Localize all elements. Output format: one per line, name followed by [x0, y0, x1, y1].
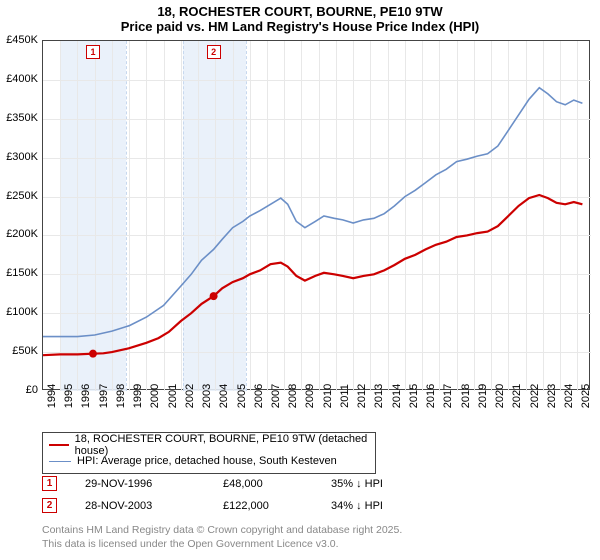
x-axis-tick: 2025 [580, 384, 592, 408]
legend: 18, ROCHESTER COURT, BOURNE, PE10 9TW (d… [42, 432, 376, 474]
x-axis-tick: 2008 [287, 384, 299, 408]
x-axis-tick: 2013 [373, 384, 385, 408]
x-axis-tick: 2022 [529, 384, 541, 408]
y-axis-tick: £350K [0, 112, 38, 124]
marker-dot [210, 292, 218, 300]
chart-svg [43, 41, 591, 391]
x-axis-tick: 2000 [149, 384, 161, 408]
sale-price: £122,000 [223, 500, 303, 512]
y-axis-tick: £300K [0, 151, 38, 163]
x-axis-tick: 2006 [253, 384, 265, 408]
chart-title-line1: 18, ROCHESTER COURT, BOURNE, PE10 9TW [0, 4, 600, 19]
series-hpi [43, 88, 582, 337]
y-axis-tick: £400K [0, 73, 38, 85]
series-price_paid [43, 195, 582, 355]
y-axis-tick: £250K [0, 190, 38, 202]
x-axis-tick: 2018 [460, 384, 472, 408]
y-axis-tick: £150K [0, 267, 38, 279]
x-axis-tick: 1999 [132, 384, 144, 408]
sale-date: 29-NOV-1996 [85, 478, 195, 490]
x-axis-tick: 2012 [356, 384, 368, 408]
x-axis-tick: 2016 [425, 384, 437, 408]
legend-swatch-hpi [49, 461, 71, 462]
x-axis-tick: 2009 [304, 384, 316, 408]
sale-marker-badge: 1 [86, 45, 100, 59]
legend-label-hpi: HPI: Average price, detached house, Sout… [77, 455, 337, 467]
sale-annotation-badge: 2 [42, 498, 57, 513]
legend-item-price-paid: 18, ROCHESTER COURT, BOURNE, PE10 9TW (d… [49, 437, 369, 453]
title-block: 18, ROCHESTER COURT, BOURNE, PE10 9TW Pr… [0, 0, 600, 36]
x-axis-tick: 1994 [46, 384, 58, 408]
x-axis-tick: 2020 [494, 384, 506, 408]
chart-title-line2: Price paid vs. HM Land Registry's House … [0, 19, 600, 34]
x-axis-tick: 2010 [322, 384, 334, 408]
x-axis-tick: 2014 [391, 384, 403, 408]
sale-annotation-row: 2 28-NOV-2003 £122,000 34% ↓ HPI [42, 498, 383, 513]
x-axis-tick: 2015 [408, 384, 420, 408]
x-axis-tick: 2004 [218, 384, 230, 408]
footer-line2: This data is licensed under the Open Gov… [42, 538, 339, 550]
x-axis-tick: 2007 [270, 384, 282, 408]
marker-dot [89, 350, 97, 358]
legend-item-hpi: HPI: Average price, detached house, Sout… [49, 453, 369, 469]
x-axis-tick: 1998 [115, 384, 127, 408]
legend-label-price-paid: 18, ROCHESTER COURT, BOURNE, PE10 9TW (d… [75, 433, 369, 457]
sale-hpi-delta: 34% ↓ HPI [331, 500, 383, 512]
y-axis-tick: £50K [0, 345, 38, 357]
x-axis-tick: 1997 [98, 384, 110, 408]
footer-line1: Contains HM Land Registry data © Crown c… [42, 524, 402, 536]
x-axis-tick: 1996 [80, 384, 92, 408]
x-axis-tick: 2017 [442, 384, 454, 408]
x-axis-tick: 2002 [184, 384, 196, 408]
y-axis-tick: £0 [0, 384, 38, 396]
sale-marker-badge: 2 [207, 45, 221, 59]
plot-area: 12 [42, 40, 590, 390]
sale-hpi-delta: 35% ↓ HPI [331, 478, 383, 490]
sale-date: 28-NOV-2003 [85, 500, 195, 512]
y-axis-tick: £450K [0, 34, 38, 46]
y-axis-tick: £100K [0, 306, 38, 318]
x-axis-tick: 2024 [563, 384, 575, 408]
x-axis-tick: 2005 [236, 384, 248, 408]
x-axis-tick: 2019 [477, 384, 489, 408]
x-axis-tick: 2011 [339, 384, 351, 408]
x-axis-tick: 1995 [63, 384, 75, 408]
x-axis-tick: 2023 [546, 384, 558, 408]
sale-annotation-badge: 1 [42, 476, 57, 491]
x-axis-tick: 2003 [201, 384, 213, 408]
y-axis-tick: £200K [0, 228, 38, 240]
sale-annotation-row: 1 29-NOV-1996 £48,000 35% ↓ HPI [42, 476, 383, 491]
legend-swatch-price-paid [49, 444, 69, 446]
sale-price: £48,000 [223, 478, 303, 490]
chart-container: 18, ROCHESTER COURT, BOURNE, PE10 9TW Pr… [0, 0, 600, 560]
x-axis-tick: 2021 [511, 384, 523, 408]
x-axis-tick: 2001 [167, 384, 179, 408]
